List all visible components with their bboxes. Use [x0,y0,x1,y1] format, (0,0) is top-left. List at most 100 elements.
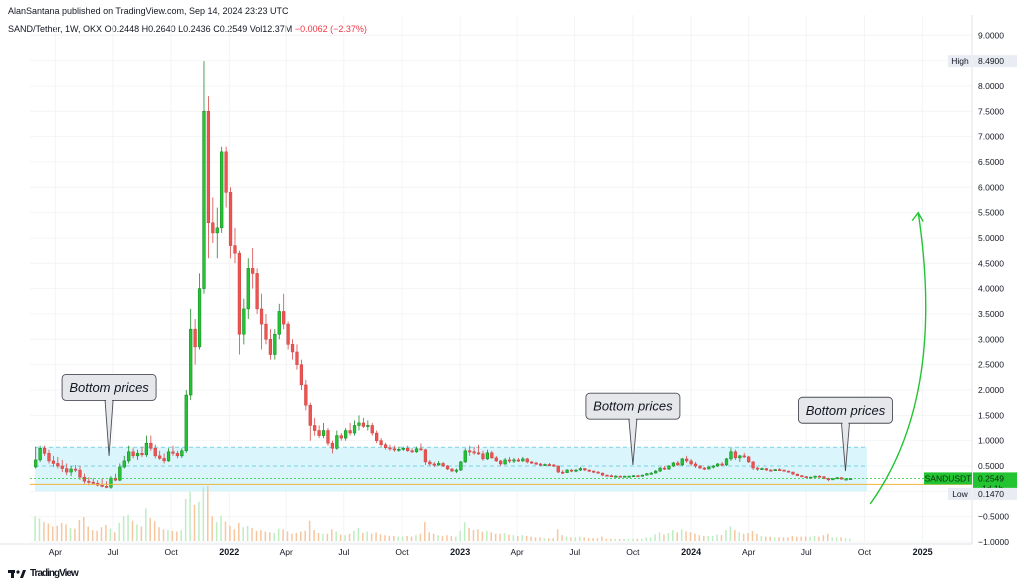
candle-body [609,475,614,478]
volume-bar [556,529,559,541]
candle-body [587,469,591,472]
candle-body [693,463,698,467]
volume-bar [202,487,205,541]
candle-body [131,451,135,457]
volume-bar [136,524,138,541]
y-tick-label: 8.0000 [978,81,1004,91]
candle-body [313,425,317,431]
candle-body [357,422,361,426]
candle-body [636,475,640,478]
volume-bar [238,522,240,541]
candle-body [645,473,649,476]
volume-bar [260,530,262,541]
callout-joint [629,417,636,421]
candle-body [180,450,184,457]
tradingview-logo-icon [8,569,26,578]
candle-body [454,469,459,472]
candle-body [742,455,746,458]
volume-bar [587,538,590,541]
candle-body [259,308,264,325]
volume-bar [295,533,298,541]
volume-bar [184,498,187,541]
volume-bar [711,535,714,541]
candle-body [751,461,755,469]
price-chart[interactable]: 9.00008.50008.00007.50007.00006.50006.00… [0,0,1024,560]
volume-bar [379,534,382,541]
volume-bar [552,538,554,541]
volume-bar [69,527,72,541]
volume-bar [273,533,275,541]
volume-bar [131,520,134,541]
candle-body [189,328,193,396]
candle-body [321,430,326,436]
volume-bar [694,533,696,541]
volume-bar [158,527,160,541]
low-tag-label: Low [952,489,968,499]
low-value: L0.2436 [178,24,211,34]
tradingview-brand[interactable]: TradingView [30,568,79,579]
volume-bar [326,533,329,541]
x-tick-label: Jul [569,547,580,557]
candle-body [233,245,237,254]
candle-body [764,468,769,471]
volume-bar [667,533,670,541]
volume-bar [410,536,413,541]
candle-body [242,308,246,335]
volume-value: Vol12.37M [249,24,293,34]
candle-body [352,425,357,434]
candle-body [685,458,689,462]
candle-body [773,469,777,471]
volume-bar [680,529,683,541]
high-tag-label-bg [948,55,972,68]
candle-body [534,462,538,465]
low-tag-label-bg [948,487,972,500]
low-tag-value: 0.1470 [978,489,1004,499]
high-tag-label: High [951,56,969,66]
volume-bar [579,536,581,541]
candle-body [552,464,556,467]
candle-body [326,430,330,444]
candle-body [472,451,476,454]
volume-bar [87,526,89,541]
candle-body [494,457,498,462]
candle-body [401,448,405,450]
candle-body [640,474,645,477]
volume-bar [734,530,736,541]
y-tick-label: 1.0000 [978,436,1004,446]
volume-bar [393,535,395,541]
candle-body [627,475,631,478]
callout-text: Bottom prices [806,403,886,418]
volume-bar [339,534,342,541]
volume-bar [525,535,528,541]
volume-bar [725,530,727,541]
candle-body [574,469,578,472]
high-tag-value: 8.4900 [978,56,1004,66]
y-tick-label: 3.5000 [978,309,1004,319]
volume-bar [477,529,479,541]
volume-bar [663,534,665,541]
volume-bar [118,522,120,541]
candle-body [317,430,321,436]
candle-body [282,311,286,325]
y-tick-label: 4.0000 [978,284,1004,294]
candle-body [804,476,808,479]
candle-body [73,468,78,471]
candle-body [791,471,795,475]
volume-bar [224,521,227,541]
candle-body [224,151,228,193]
candle-body [228,192,233,246]
volume-bar [494,533,497,541]
volume-bar [264,531,267,541]
current-price-tag: 0.2549 [978,473,1004,483]
candle-body [237,252,242,335]
candle-body [184,394,188,452]
callout-joint [106,398,113,402]
x-tick-label: Oct [395,547,409,557]
volume-bar [455,536,457,541]
volume-bar [530,536,532,541]
y-tick-label: 5.5000 [978,208,1004,218]
volume-bar [229,525,231,541]
volume-bar [446,535,448,541]
volume-bar [370,533,373,541]
x-tick-label: Jul [801,547,812,557]
